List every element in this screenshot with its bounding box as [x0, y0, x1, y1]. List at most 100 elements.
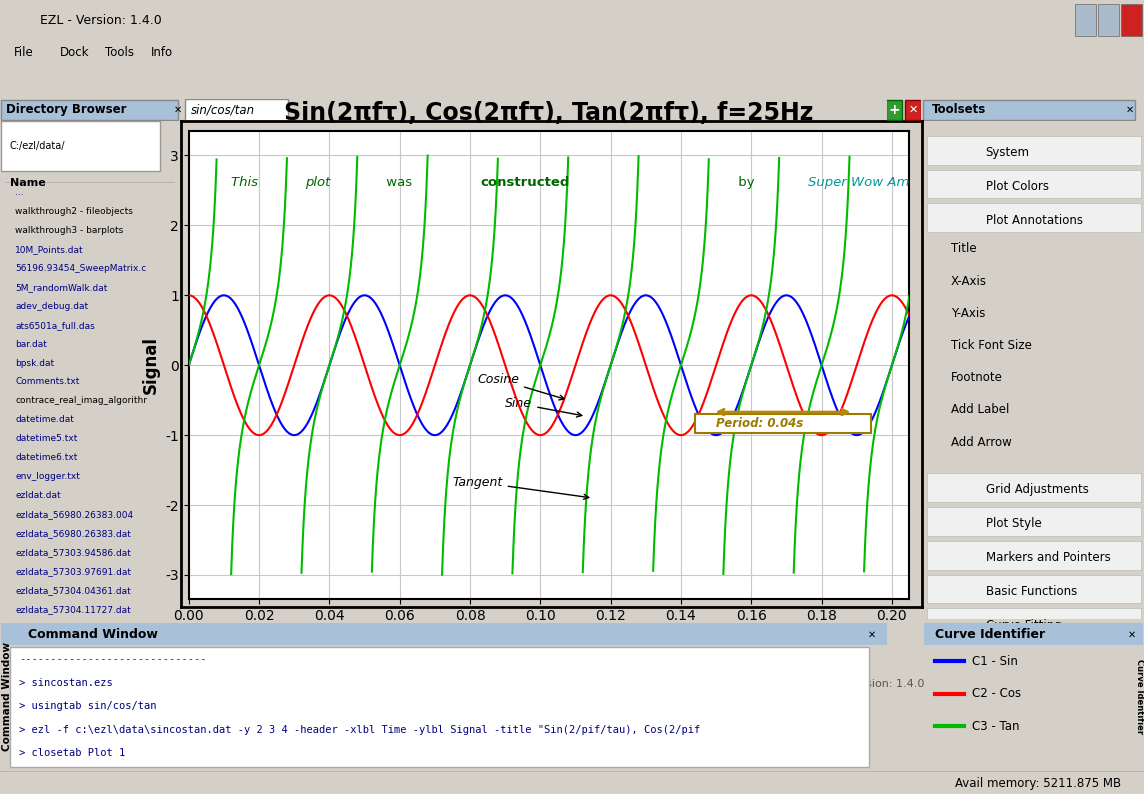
Text: Info: Info — [151, 46, 173, 60]
Text: Grid Adjustments: Grid Adjustments — [985, 484, 1088, 496]
Text: Super Wow Amazing Products, Inc!!: Super Wow Amazing Products, Inc!! — [808, 175, 1046, 188]
Text: Plot Colors: Plot Colors — [985, 180, 1049, 193]
Text: by: by — [733, 175, 758, 188]
Text: datetime6.txt: datetime6.txt — [15, 453, 78, 462]
Text: C2 - Cos: C2 - Cos — [972, 688, 1022, 700]
Text: Command Window: Command Window — [27, 628, 158, 641]
FancyBboxPatch shape — [927, 575, 1141, 603]
Text: walkthrough2 - fileobjects: walkthrough2 - fileobjects — [15, 207, 133, 216]
FancyBboxPatch shape — [185, 99, 288, 121]
Text: ezldata_57304.11727.dat: ezldata_57304.11727.dat — [15, 605, 132, 614]
Text: Avail memory: 5211.875 MB: Avail memory: 5211.875 MB — [955, 777, 1121, 790]
Text: Name: Name — [10, 178, 46, 188]
Text: Tangent: Tangent — [452, 476, 589, 499]
Text: env_logger.txt: env_logger.txt — [15, 472, 80, 481]
Text: Basic Functions: Basic Functions — [985, 585, 1077, 598]
FancyBboxPatch shape — [1121, 4, 1142, 37]
X-axis label: Time: Time — [526, 629, 572, 647]
FancyBboxPatch shape — [927, 608, 1141, 638]
Text: contrace_real_imag_algorithr: contrace_real_imag_algorithr — [15, 396, 148, 406]
Text: Comments.txt: Comments.txt — [15, 377, 80, 387]
FancyBboxPatch shape — [1075, 4, 1096, 37]
Text: Period: 0.04s: Period: 0.04s — [716, 417, 803, 430]
Text: Dock: Dock — [59, 46, 89, 60]
FancyBboxPatch shape — [885, 100, 903, 120]
Text: Plot Style: Plot Style — [985, 517, 1041, 530]
Text: sin/cos/tan: sin/cos/tan — [191, 103, 255, 117]
Text: Curve Fitting: Curve Fitting — [985, 619, 1062, 632]
FancyBboxPatch shape — [905, 100, 921, 120]
Text: > ezl -f c:\ezl\data\sincostan.dat -y 2 3 4 -header -xlbl Time -ylbl Signal -tit: > ezl -f c:\ezl\data\sincostan.dat -y 2 … — [18, 725, 700, 734]
Text: bar.dat: bar.dat — [15, 340, 47, 349]
Text: Toolsets: Toolsets — [932, 103, 986, 117]
Text: > sincostan.ezs: > sincostan.ezs — [18, 677, 112, 688]
FancyBboxPatch shape — [1098, 4, 1119, 37]
Text: plot: plot — [304, 175, 331, 188]
Text: ✕: ✕ — [868, 630, 876, 639]
Title: Sin(2πfτ), Cos(2πfτ), Tan(2πfτ), f=25Hz: Sin(2πfτ), Cos(2πfτ), Tan(2πfτ), f=25Hz — [285, 101, 813, 125]
Text: Footnote: Footnote — [951, 372, 1002, 384]
Text: > usingtab sin/cos/tan: > usingtab sin/cos/tan — [18, 701, 157, 711]
Text: This: This — [231, 175, 262, 188]
Text: C3 - Tan: C3 - Tan — [972, 719, 1020, 733]
Text: 56196.93454_SweepMatrix.c: 56196.93454_SweepMatrix.c — [15, 264, 146, 273]
Text: ✕: ✕ — [1126, 105, 1134, 115]
Text: ezldata_57303.94586.dat: ezldata_57303.94586.dat — [15, 548, 132, 557]
Text: was: was — [382, 175, 416, 188]
Text: Y-Axis: Y-Axis — [951, 306, 985, 320]
Text: ✕: ✕ — [908, 105, 917, 115]
FancyBboxPatch shape — [1, 121, 160, 171]
Text: 5M_randomWalk.dat: 5M_randomWalk.dat — [15, 283, 108, 291]
Text: Add Arrow: Add Arrow — [951, 436, 1011, 449]
Text: C1 - Sin: C1 - Sin — [972, 655, 1018, 668]
Text: > closetab Plot 1: > closetab Plot 1 — [18, 748, 125, 758]
Text: bpsk.dat: bpsk.dat — [15, 359, 55, 368]
Text: +: + — [889, 103, 900, 117]
FancyBboxPatch shape — [927, 136, 1141, 164]
Y-axis label: Signal: Signal — [142, 336, 160, 395]
Text: Add Label: Add Label — [951, 403, 1009, 416]
Text: datetime5.txt: datetime5.txt — [15, 434, 78, 443]
Text: adev_debug.dat: adev_debug.dat — [15, 302, 88, 310]
Text: Title: Title — [951, 242, 976, 256]
Text: X-Axis: X-Axis — [951, 275, 986, 287]
Text: ezldata_57304.04361.dat: ezldata_57304.04361.dat — [15, 586, 132, 595]
Text: walkthrough3 - barplots: walkthrough3 - barplots — [15, 226, 124, 235]
Text: Plot Annotations: Plot Annotations — [985, 214, 1082, 227]
Text: ✕: ✕ — [1128, 630, 1136, 639]
Text: 10M_Points.dat: 10M_Points.dat — [15, 245, 84, 254]
Text: Tools: Tools — [105, 46, 134, 60]
FancyBboxPatch shape — [923, 100, 1135, 120]
FancyBboxPatch shape — [927, 472, 1141, 502]
Text: Tick Font Size: Tick Font Size — [951, 339, 1032, 352]
Text: Directory Browser: Directory Browser — [6, 103, 126, 117]
Text: EZL - Version: 1.4.0: EZL - Version: 1.4.0 — [816, 679, 924, 689]
Text: System: System — [985, 146, 1030, 159]
Text: File: File — [14, 46, 33, 60]
FancyBboxPatch shape — [927, 507, 1141, 536]
FancyBboxPatch shape — [924, 623, 1143, 646]
Text: ezldata_57303.97691.dat: ezldata_57303.97691.dat — [15, 567, 132, 576]
FancyBboxPatch shape — [927, 170, 1141, 198]
Text: C:/ezl/data/: C:/ezl/data/ — [10, 141, 65, 151]
Text: ------------------------------: ------------------------------ — [18, 654, 206, 664]
Text: ✕: ✕ — [174, 105, 182, 115]
Text: Curve Identifier: Curve Identifier — [936, 628, 1046, 641]
FancyBboxPatch shape — [1, 100, 178, 120]
Text: ezldat.dat: ezldat.dat — [15, 491, 61, 500]
FancyBboxPatch shape — [927, 541, 1141, 569]
FancyBboxPatch shape — [10, 647, 869, 767]
Text: Markers and Pointers: Markers and Pointers — [985, 551, 1111, 564]
FancyBboxPatch shape — [927, 203, 1141, 233]
FancyBboxPatch shape — [696, 414, 871, 433]
FancyBboxPatch shape — [1, 623, 887, 646]
Text: ...: ... — [15, 188, 24, 197]
Text: ezldata_56980.26383.004: ezldata_56980.26383.004 — [15, 510, 134, 519]
Legend: Sin, Cos, Tan: Sin, Cos, Tan — [419, 649, 680, 675]
Text: Sine: Sine — [506, 397, 582, 417]
Text: constructed: constructed — [480, 175, 570, 188]
Text: EZL - Version: 1.4.0: EZL - Version: 1.4.0 — [40, 13, 161, 27]
Text: datetime.dat: datetime.dat — [15, 415, 74, 424]
Text: ezldata_56980.26383.dat: ezldata_56980.26383.dat — [15, 529, 132, 538]
Text: ats6501a_full.das: ats6501a_full.das — [15, 321, 95, 330]
